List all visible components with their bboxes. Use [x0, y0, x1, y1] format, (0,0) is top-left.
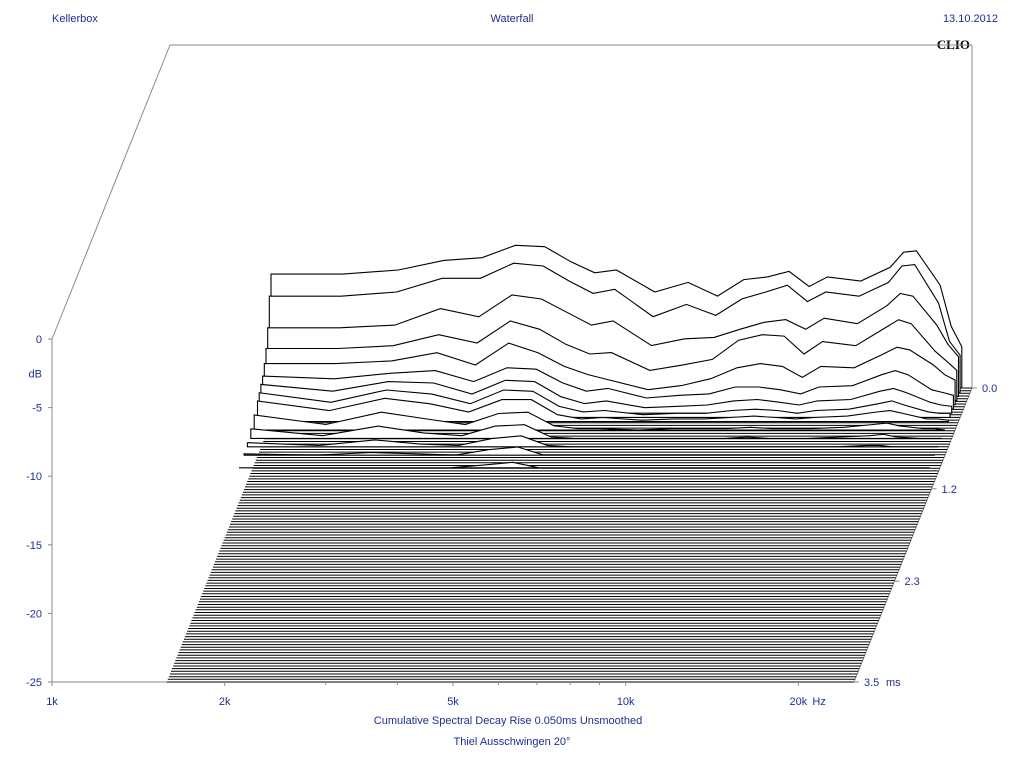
- x-tick-label: 20k: [790, 696, 808, 708]
- y-tick-label: -5: [32, 403, 42, 415]
- x-tick-label: 5k: [447, 696, 459, 708]
- y-axis-label: dB: [29, 368, 42, 380]
- header-date: 13.10.2012: [943, 13, 998, 25]
- decay-slice-11: [246, 435, 939, 448]
- z-tick-label: 1.2: [942, 484, 957, 496]
- z-tick-label: 2.3: [904, 576, 919, 588]
- x-tick-label: 1k: [46, 696, 58, 708]
- axes: 0 -5 -10 -15 -20 -25 dB 1k 2k 5k 10k 20k Hz 0.0 1.2 2.3…: [26, 334, 997, 708]
- footer-line-1: Cumulative Spectral Decay Rise 0.050ms U…: [374, 715, 642, 727]
- decay-slice-9: [253, 411, 946, 431]
- y-tick-label: -20: [26, 608, 42, 620]
- y-tick-label: -25: [26, 677, 42, 689]
- z-tick-label: 3.5: [864, 677, 879, 689]
- x-tick-label: 10k: [617, 696, 635, 708]
- frame-left-top-edge: [51, 44, 171, 340]
- chart-title: Waterfall: [491, 13, 534, 25]
- footer-line-2: Thiel Ausschwingen 20°: [454, 736, 571, 748]
- decay-slice-13: [239, 461, 930, 469]
- header-left: Kellerbox: [52, 13, 98, 25]
- x-tick-label: 2k: [219, 696, 231, 708]
- x-unit-label: Hz: [812, 696, 825, 708]
- decay-slice-12: [243, 446, 935, 456]
- y-tick-label: -15: [26, 540, 42, 552]
- decay-slice-10: [250, 424, 942, 439]
- y-tick-label: 0: [36, 334, 42, 346]
- decay-slices: [239, 244, 963, 469]
- z-unit-label: ms: [886, 677, 901, 689]
- decay-slice-8: [256, 397, 949, 423]
- y-tick-label: -10: [26, 471, 42, 483]
- z-tick-label: 0.0: [982, 383, 997, 395]
